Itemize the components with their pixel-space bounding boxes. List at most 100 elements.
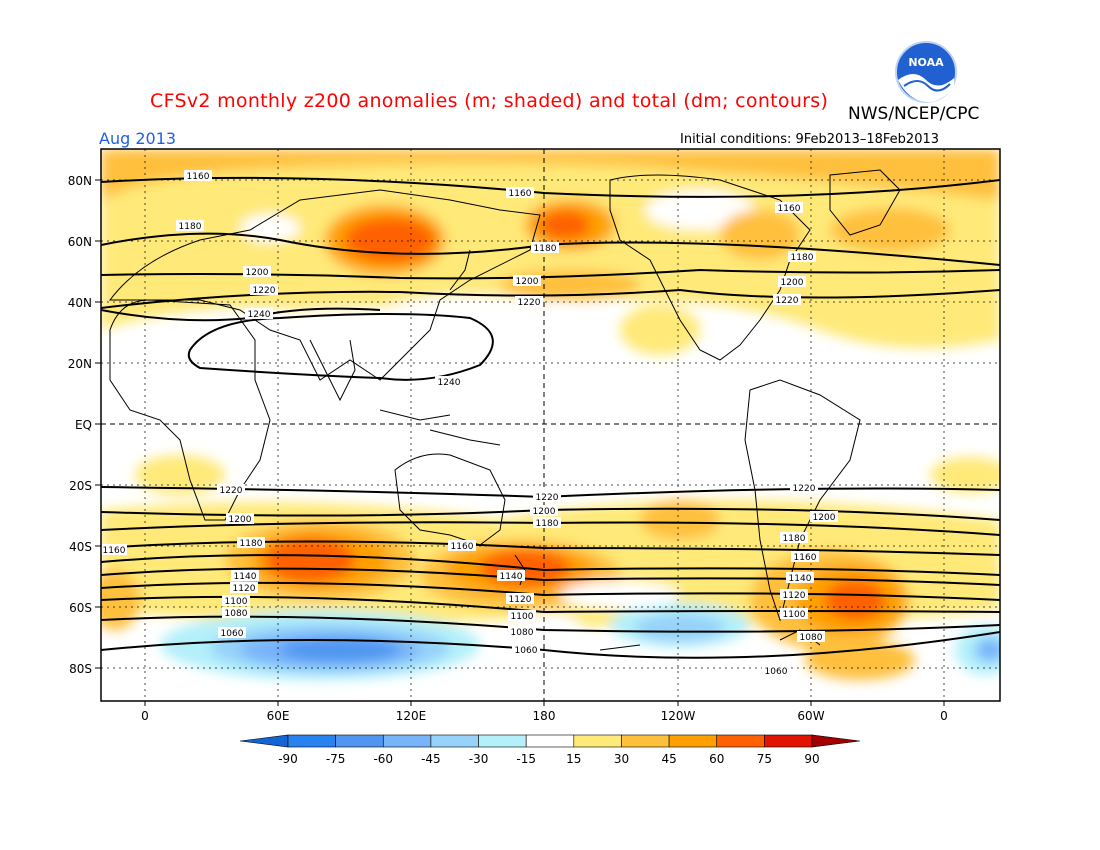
contour-label: 1140 bbox=[497, 570, 525, 582]
contour-label: 1120 bbox=[230, 582, 258, 594]
svg-text:1180: 1180 bbox=[534, 244, 557, 254]
contour-label: 1100 bbox=[508, 610, 536, 622]
svg-text:1100: 1100 bbox=[225, 597, 248, 607]
contour-label: 1180 bbox=[176, 220, 204, 232]
svg-text:1100: 1100 bbox=[783, 610, 806, 620]
contour-label: 1180 bbox=[237, 537, 265, 549]
lon-label: 120E bbox=[396, 709, 427, 723]
colorbar-tick-label: -45 bbox=[421, 752, 441, 766]
colorbar-tick-label: -60 bbox=[373, 752, 393, 766]
contour-label: 1160 bbox=[101, 544, 127, 556]
colorbar-swatch bbox=[811, 734, 861, 748]
contour-label: 1140 bbox=[786, 572, 814, 584]
colorbar-tick-label: -90 bbox=[278, 752, 298, 766]
contour-label: 1160 bbox=[506, 187, 534, 199]
svg-text:1080: 1080 bbox=[511, 628, 534, 638]
svg-text:1220: 1220 bbox=[536, 493, 559, 503]
svg-text:1220: 1220 bbox=[776, 296, 799, 306]
svg-text:1180: 1180 bbox=[791, 253, 814, 263]
lon-label: 0 bbox=[141, 709, 149, 723]
svg-text:1060: 1060 bbox=[765, 667, 788, 677]
svg-text:1200: 1200 bbox=[229, 515, 252, 525]
lat-label: 60S bbox=[69, 601, 92, 615]
colorbar-tick-label: 30 bbox=[614, 752, 629, 766]
svg-text:1160: 1160 bbox=[187, 172, 210, 182]
colorbar-swatch bbox=[621, 734, 670, 748]
svg-text:1200: 1200 bbox=[533, 507, 556, 517]
contour-label: 1220 bbox=[250, 284, 278, 296]
svg-text:1200: 1200 bbox=[813, 513, 836, 523]
contour-label: 1120 bbox=[506, 593, 534, 605]
agency-label: NWS/NCEP/CPC bbox=[848, 104, 980, 124]
svg-text:1080: 1080 bbox=[800, 633, 823, 643]
colorbar-swatch bbox=[287, 734, 336, 748]
noaa-logo-text: NOAA bbox=[908, 56, 944, 69]
lat-label: 80S bbox=[69, 662, 92, 676]
contour-label: 1200 bbox=[513, 275, 541, 287]
svg-text:1200: 1200 bbox=[516, 277, 539, 287]
contour-label: 1220 bbox=[790, 482, 818, 494]
contour-label-group: 1160 1180 1200 1220 1240 1160 1180 1200 … bbox=[101, 170, 838, 677]
contour-label: 1200 bbox=[778, 276, 806, 288]
contour-label: 1240 bbox=[245, 308, 273, 320]
svg-text:1180: 1180 bbox=[536, 519, 559, 529]
svg-text:1120: 1120 bbox=[783, 591, 806, 601]
contour-label: 1220 bbox=[217, 484, 245, 496]
colorbar-tick-label: -15 bbox=[516, 752, 536, 766]
svg-text:1220: 1220 bbox=[793, 484, 816, 494]
svg-text:1180: 1180 bbox=[783, 534, 806, 544]
svg-text:1120: 1120 bbox=[509, 595, 532, 605]
svg-text:1180: 1180 bbox=[240, 539, 263, 549]
colorbar-swatch bbox=[716, 734, 765, 748]
svg-text:1160: 1160 bbox=[794, 553, 817, 563]
svg-text:1140: 1140 bbox=[500, 572, 523, 582]
contour-label: 1140 bbox=[231, 570, 259, 582]
lon-label: 0 bbox=[940, 709, 948, 723]
svg-text:1220: 1220 bbox=[220, 486, 243, 496]
lon-label: 60W bbox=[797, 709, 824, 723]
svg-text:1160: 1160 bbox=[103, 546, 126, 556]
contour-label: 1180 bbox=[533, 517, 561, 529]
colorbar: -90 -75 -60 -45 -30 -15 15 30 45 60 75 90 bbox=[239, 734, 861, 766]
contour-label: 1200 bbox=[226, 513, 254, 525]
contour-label: 1180 bbox=[531, 242, 559, 254]
contour-label: 1220 bbox=[533, 491, 561, 503]
colorbar-swatch bbox=[764, 734, 813, 748]
svg-text:1160: 1160 bbox=[451, 542, 474, 552]
svg-text:1220: 1220 bbox=[253, 286, 276, 296]
lon-label: 180 bbox=[533, 709, 556, 723]
lat-label: 40N bbox=[68, 296, 92, 310]
lat-label: EQ bbox=[75, 418, 92, 432]
colorbar-swatch bbox=[430, 734, 479, 748]
lat-label: 60N bbox=[68, 235, 92, 249]
colorbar-tick-label: -75 bbox=[326, 752, 346, 766]
svg-text:1160: 1160 bbox=[778, 204, 801, 214]
svg-text:1240: 1240 bbox=[438, 378, 461, 388]
lat-label: 20N bbox=[68, 357, 92, 371]
colorbar-tick-label: 90 bbox=[804, 752, 819, 766]
equator-dateline bbox=[101, 149, 1000, 701]
contour-label: 1060 bbox=[512, 644, 540, 656]
lon-label: 60E bbox=[267, 709, 290, 723]
contour-label: 1080 bbox=[222, 607, 250, 619]
svg-text:1200: 1200 bbox=[246, 268, 269, 278]
svg-text:1140: 1140 bbox=[789, 574, 812, 584]
contour-label: 1120 bbox=[780, 589, 808, 601]
graticule bbox=[101, 149, 1000, 701]
contour-label: 1100 bbox=[780, 608, 808, 620]
initial-conditions: Initial conditions: 9Feb2013–18Feb2013 bbox=[680, 132, 940, 147]
svg-text:1140: 1140 bbox=[234, 572, 257, 582]
colorbar-swatch bbox=[668, 734, 718, 748]
colorbar-swatch bbox=[239, 734, 289, 748]
lat-label: 40S bbox=[69, 540, 92, 554]
svg-text:1060: 1060 bbox=[221, 629, 244, 639]
lat-labels: 80N 60N 40N 20N EQ 20S 40S 60S 80S bbox=[68, 174, 92, 676]
colorbar-tick-label: 15 bbox=[566, 752, 581, 766]
svg-text:1060: 1060 bbox=[515, 646, 538, 656]
noaa-logo: NOAA bbox=[895, 41, 957, 103]
svg-text:1160: 1160 bbox=[509, 189, 532, 199]
contour-label: 1200 bbox=[530, 505, 558, 517]
svg-text:1100: 1100 bbox=[511, 612, 534, 622]
chart-title: CFSv2 monthly z200 anomalies (m; shaded)… bbox=[150, 90, 829, 112]
